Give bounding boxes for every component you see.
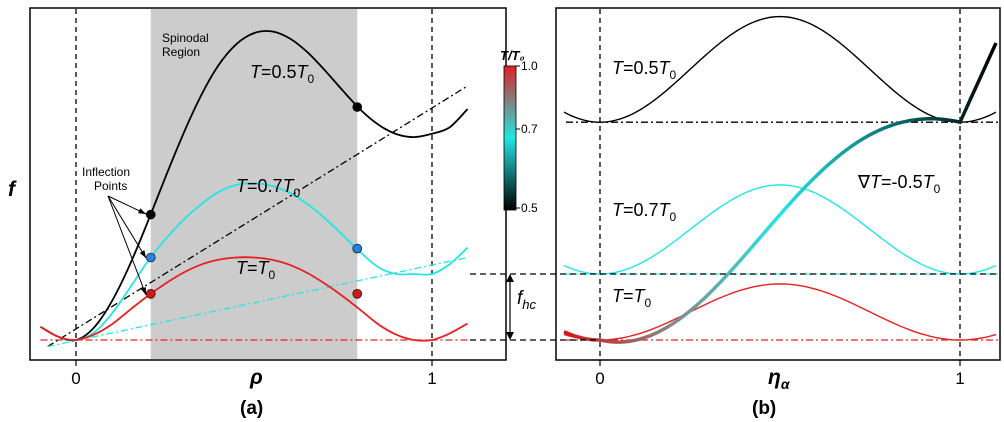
colorbar-bar — [503, 65, 517, 211]
inflection-point-2-1 — [352, 288, 363, 299]
panel-b-x-label: ηα — [768, 366, 791, 392]
colorbar-tick-label-0: 1.0 — [521, 59, 538, 73]
panel-a-curve-labels: T=0.5T0 T=0.7T0 T=T0 — [236, 62, 315, 282]
gradient-curve-label: ∇T=-0.5T0 — [857, 172, 941, 196]
inflection-point-2-0 — [145, 288, 156, 299]
panel-b-tick-label-1: 1 — [955, 369, 964, 388]
annotation-arrowhead-1 — [139, 250, 146, 258]
panel-a-curve-2 — [39, 256, 469, 342]
panel-b-curve-1 — [563, 184, 997, 275]
panel-a-curves — [39, 30, 469, 342]
panel-b-curve-label-1: T=0.7T0 — [612, 200, 677, 224]
panel-b-curves — [563, 15, 997, 341]
connector-lines — [470, 273, 1000, 341]
panel-a-inflection-points — [145, 102, 363, 299]
panel-a-tangent-lines — [40, 85, 468, 348]
colorbar-ticks: 1.0 0.7 0.5 — [516, 59, 538, 215]
f-hc-label: fhc — [517, 288, 537, 312]
f-hc-arrow-bottom — [506, 332, 514, 340]
gradient-curve — [563, 42, 998, 344]
inflection-point-0-1 — [352, 102, 363, 112]
colorbar-title: T/T₀ — [500, 48, 525, 63]
colorbar-tick-label-2: 0.5 — [521, 201, 538, 215]
panel-a-x-label: ρ — [249, 366, 263, 389]
f-hc-bracket: fhc — [506, 274, 537, 340]
inflection-point-1-0 — [145, 252, 156, 263]
panel-b-curve-2 — [563, 283, 997, 341]
annotation-line2: Points — [94, 179, 127, 193]
annotation-arrowhead-2 — [140, 287, 146, 295]
panel-b-vertical-lines — [599, 9, 961, 359]
inflection-point-0-0 — [145, 209, 156, 220]
annotation-arrow-1 — [107, 195, 147, 259]
inflection-point-1-1 — [352, 243, 363, 254]
annotation-arrow-2 — [107, 195, 147, 296]
panel-b-curve-label-2: T=T0 — [612, 286, 652, 310]
panel-b-curve-label-0: T=0.5T0 — [612, 58, 677, 82]
panel-b-label: (b) — [752, 398, 776, 419]
annotation-arrowhead-0 — [138, 208, 146, 214]
panel-b-curve-labels: T=0.5T0 T=0.7T0 T=T0 ∇T=-0.5T0 — [612, 58, 941, 310]
panel-b-frame — [555, 7, 1001, 361]
panel-a-y-label: f — [8, 178, 17, 201]
panel-a-curve-label-2: T=T0 — [236, 258, 276, 282]
colorbar: T/T₀ 1.0 0.7 0.5 — [500, 48, 538, 215]
panel-a-label: (a) — [240, 398, 263, 419]
panel-a-tick-label-0: 0 — [71, 369, 80, 388]
spinodal-region-label: Spinodal — [162, 31, 209, 45]
spinodal-region-label-line2: Region — [162, 45, 200, 59]
f-hc-arrow-top — [506, 274, 514, 282]
panel-a-tick-label-1: 1 — [427, 369, 436, 388]
panel-a-curve-label-0: T=0.5T0 — [250, 62, 315, 86]
panel-b-curve-0 — [563, 15, 997, 123]
annotation-line1: Inflection — [82, 165, 130, 179]
panel-a-curve-0 — [39, 30, 469, 342]
colorbar-tick-label-1: 0.7 — [521, 122, 538, 136]
panel-a: Spinodal Region T=0.5T0 T=0.7T0 T=T0 Infle… — [8, 7, 507, 419]
panel-a-curve-1 — [39, 182, 469, 342]
panel-a-curve-label-1: T=0.7T0 — [236, 176, 301, 200]
panel-a-vertical-lines — [75, 9, 433, 359]
panel-b-tick-label-0: 0 — [595, 369, 604, 388]
tangent-line-1 — [47, 256, 468, 348]
